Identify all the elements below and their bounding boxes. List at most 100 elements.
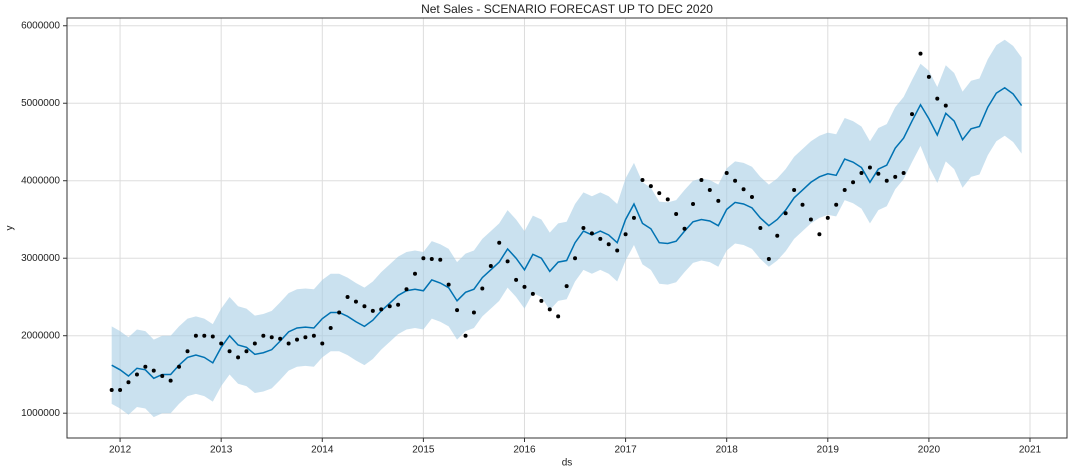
data-point	[623, 232, 628, 237]
x-tick-label: 2019	[817, 445, 840, 456]
y-tick-label: 4000000	[21, 175, 60, 186]
data-point	[547, 307, 552, 312]
data-point	[598, 236, 603, 241]
data-point	[901, 170, 906, 175]
data-point	[943, 103, 948, 108]
data-point	[160, 374, 165, 379]
data-point	[151, 368, 156, 373]
data-point	[800, 202, 805, 207]
data-point	[808, 217, 813, 222]
data-point	[606, 242, 611, 247]
chart-title: Net Sales - SCENARIO FORECAST UP TO DEC …	[421, 2, 713, 16]
data-point	[539, 298, 544, 303]
data-point	[412, 271, 417, 276]
data-point	[337, 310, 342, 315]
data-point	[867, 165, 872, 170]
data-point	[353, 299, 358, 304]
data-point	[842, 188, 847, 193]
data-point	[573, 256, 578, 261]
data-point	[615, 248, 620, 253]
data-point	[631, 215, 636, 220]
data-point	[758, 226, 763, 230]
data-point	[589, 231, 594, 236]
data-point	[699, 177, 704, 182]
data-point	[429, 256, 434, 261]
data-point	[303, 335, 308, 340]
data-point	[387, 304, 392, 309]
data-point	[370, 308, 375, 313]
y-tick-label: 6000000	[21, 20, 60, 31]
data-point	[775, 233, 780, 238]
data-point	[236, 355, 241, 360]
data-point	[202, 333, 207, 338]
data-point	[817, 232, 822, 237]
data-point	[379, 307, 384, 312]
data-point	[733, 178, 738, 183]
data-point	[438, 257, 443, 262]
data-point	[488, 263, 493, 268]
y-tick-label: 2000000	[21, 330, 60, 341]
data-point	[463, 333, 468, 338]
data-point	[564, 284, 569, 289]
y-tick-label: 5000000	[21, 98, 60, 109]
data-point	[918, 51, 923, 56]
data-point	[851, 180, 856, 185]
data-point	[286, 341, 291, 346]
data-point	[876, 171, 881, 176]
data-point	[640, 177, 645, 182]
data-point	[741, 187, 746, 192]
data-point	[227, 349, 232, 354]
data-point	[311, 333, 316, 338]
x-tick-label: 2012	[109, 445, 132, 456]
data-point	[269, 335, 274, 340]
data-point	[295, 337, 300, 342]
data-point	[792, 188, 797, 193]
data-point	[244, 349, 249, 354]
data-point	[404, 287, 409, 292]
data-point	[210, 334, 215, 339]
data-point	[143, 364, 148, 369]
data-point	[581, 226, 586, 230]
x-tick-label: 2020	[918, 445, 941, 456]
data-point	[505, 259, 510, 264]
data-point	[396, 302, 401, 307]
data-point	[345, 294, 350, 299]
data-point	[556, 314, 561, 319]
data-point	[783, 211, 788, 216]
data-point	[320, 341, 325, 346]
data-point	[219, 341, 224, 346]
x-tick-label: 2021	[1019, 445, 1042, 456]
data-point	[168, 378, 173, 383]
data-point	[278, 336, 283, 341]
data-point	[362, 304, 367, 309]
data-point	[834, 202, 839, 207]
data-point	[691, 201, 696, 206]
x-axis-label: ds	[562, 458, 573, 469]
data-point	[935, 96, 940, 101]
data-point	[455, 308, 460, 313]
y-tick-label: 3000000	[21, 253, 60, 264]
data-point	[261, 333, 266, 338]
data-point	[522, 284, 527, 289]
data-point	[118, 387, 123, 392]
data-point	[648, 184, 653, 189]
data-point	[497, 240, 502, 245]
uncertainty-band	[111, 39, 1022, 418]
data-point	[126, 380, 131, 385]
x-tick-label: 2013	[210, 445, 233, 456]
data-point	[724, 170, 729, 175]
x-tick-label: 2017	[614, 445, 637, 456]
data-point	[893, 174, 898, 179]
y-tick-label: 1000000	[21, 408, 60, 419]
data-point	[421, 256, 426, 261]
data-point	[252, 341, 257, 346]
data-point	[884, 178, 889, 183]
x-tick-label: 2018	[716, 445, 739, 456]
data-point	[514, 277, 519, 282]
forecast-line	[111, 86, 1023, 380]
data-point	[682, 226, 687, 231]
data-point	[177, 364, 182, 369]
data-point	[328, 325, 333, 330]
